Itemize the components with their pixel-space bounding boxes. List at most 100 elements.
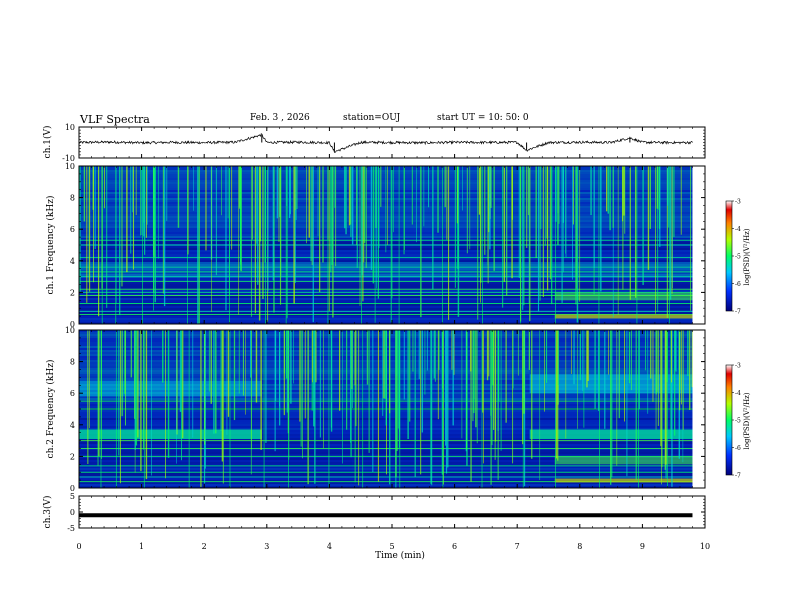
y-tick-label: 4 bbox=[70, 421, 75, 430]
spectral-band bbox=[79, 296, 693, 298]
colorbar-tick-label: -4 bbox=[735, 390, 741, 397]
ch1-waveform-trace bbox=[78, 133, 693, 154]
spectral-band bbox=[79, 470, 693, 472]
y-tick-label: 2 bbox=[70, 452, 75, 461]
spectral-band bbox=[79, 444, 693, 446]
emission-band bbox=[554, 478, 693, 483]
spectral-band bbox=[79, 430, 693, 432]
spectral-band bbox=[79, 458, 693, 460]
spectral-band bbox=[79, 290, 693, 292]
date-label: Feb. 3 , 2026 bbox=[250, 113, 310, 123]
spectral-band bbox=[79, 478, 693, 480]
spectral-band bbox=[79, 432, 693, 434]
spectral-band bbox=[79, 264, 693, 266]
spectral-band bbox=[79, 256, 693, 258]
spectral-band bbox=[79, 308, 693, 310]
spectral-band bbox=[79, 484, 693, 486]
colorbar-tick-label: -5 bbox=[735, 254, 741, 261]
panel-frame bbox=[78, 495, 706, 529]
ch1-waveform-panel: 10 -10 bbox=[62, 123, 706, 163]
spectral-band bbox=[79, 480, 693, 482]
spectral-band bbox=[79, 450, 693, 452]
spectral-band bbox=[79, 468, 693, 470]
spectral-band bbox=[79, 486, 693, 488]
xlabel-time: Time (min) bbox=[375, 550, 425, 561]
spectral-band bbox=[79, 442, 693, 444]
y-tick-label: 0 bbox=[70, 508, 75, 517]
spectral-band bbox=[79, 306, 693, 308]
spectral-band bbox=[79, 316, 693, 318]
spectral-band bbox=[79, 298, 693, 300]
x-tick-label: 8 bbox=[577, 542, 582, 551]
y-tick-label: 8 bbox=[70, 194, 75, 203]
x-tick-label: 2 bbox=[202, 542, 207, 551]
spectral-band bbox=[79, 254, 693, 256]
spectral-band bbox=[79, 274, 693, 276]
spectral-band bbox=[79, 300, 693, 302]
station-label: station=OUJ bbox=[343, 113, 401, 123]
spectral-band bbox=[79, 466, 693, 468]
colorbar-gradient bbox=[725, 200, 733, 312]
y-tick-label: 10 bbox=[65, 326, 75, 335]
spectral-band bbox=[79, 446, 693, 448]
y-tick-label: -10 bbox=[62, 154, 75, 163]
spectral-band bbox=[79, 304, 693, 306]
ylabel-ch3-waveform: ch.3(V) bbox=[42, 496, 53, 529]
spectral-band bbox=[79, 482, 693, 484]
spectral-band bbox=[79, 474, 693, 476]
colorbar-ch2-label: log(PSD)(V²/Hz) bbox=[743, 392, 751, 449]
colorbar-ch1-label: log(PSD)(V²/Hz) bbox=[743, 228, 751, 285]
x-tick-label: 6 bbox=[452, 542, 457, 551]
spectral-band bbox=[79, 456, 693, 458]
y-tick-label: 10 bbox=[65, 123, 75, 132]
spectral-band bbox=[79, 292, 693, 294]
y-tick-label: 6 bbox=[70, 225, 75, 234]
spectral-band bbox=[79, 284, 693, 286]
colorbar-ch2: -3 -4 -5 -6 -7 bbox=[725, 363, 741, 480]
y-tick-label: 0 bbox=[70, 484, 75, 493]
spectral-band bbox=[79, 462, 693, 464]
no-data-region bbox=[692, 166, 705, 324]
spectral-band bbox=[79, 434, 693, 436]
ch3-waveform-panel: 5 0 -5 bbox=[67, 492, 706, 533]
spectral-band bbox=[79, 438, 693, 440]
y-tick-label: 4 bbox=[70, 257, 75, 266]
colorbar-gradient bbox=[725, 364, 733, 476]
spectral-band bbox=[79, 260, 693, 262]
spectral-band bbox=[79, 282, 693, 284]
spectral-band bbox=[79, 312, 693, 314]
colorbar-tick-label: -3 bbox=[735, 363, 741, 370]
spectral-band bbox=[79, 270, 693, 272]
colorbar-tick-label: -6 bbox=[735, 445, 741, 452]
colorbar-tick-label: -4 bbox=[735, 226, 741, 233]
colorbar-tick-label: -7 bbox=[735, 309, 741, 316]
ylabel-ch1-waveform: ch.1(V) bbox=[42, 126, 53, 159]
x-tick-label: 10 bbox=[700, 542, 710, 551]
no-data-region bbox=[692, 330, 705, 488]
spectral-band bbox=[79, 258, 693, 260]
x-tick-label: 4 bbox=[327, 542, 332, 551]
chart-title: VLF Spectra bbox=[80, 113, 150, 126]
spectral-band bbox=[79, 454, 693, 456]
x-tick-label: 5 bbox=[389, 542, 394, 551]
spectral-band bbox=[79, 322, 693, 324]
spectral-band bbox=[79, 452, 693, 454]
x-tick-label: 7 bbox=[515, 542, 520, 551]
y-tick-label: 2 bbox=[70, 288, 75, 297]
start-time-label: start UT = 10: 50: 0 bbox=[437, 113, 529, 123]
time-axis: 0 1 2 3 4 5 6 7 8 9 10 bbox=[76, 542, 710, 551]
colorbar-tick-label: -7 bbox=[735, 473, 741, 480]
y-tick-label: 8 bbox=[70, 358, 75, 367]
ylabel-ch1-frequency: ch.1 Frequency (kHz) bbox=[45, 196, 56, 295]
spectral-band bbox=[79, 428, 693, 430]
x-tick-label: 1 bbox=[139, 542, 144, 551]
y-tick-label: -5 bbox=[67, 524, 75, 533]
spectral-band bbox=[79, 286, 693, 288]
spectral-band bbox=[79, 262, 693, 264]
spectral-band bbox=[79, 318, 693, 320]
spectral-band bbox=[79, 252, 693, 254]
y-tick-label: 10 bbox=[65, 162, 75, 171]
spectral-band bbox=[79, 464, 693, 466]
colorbar-tick-label: -6 bbox=[735, 281, 741, 288]
